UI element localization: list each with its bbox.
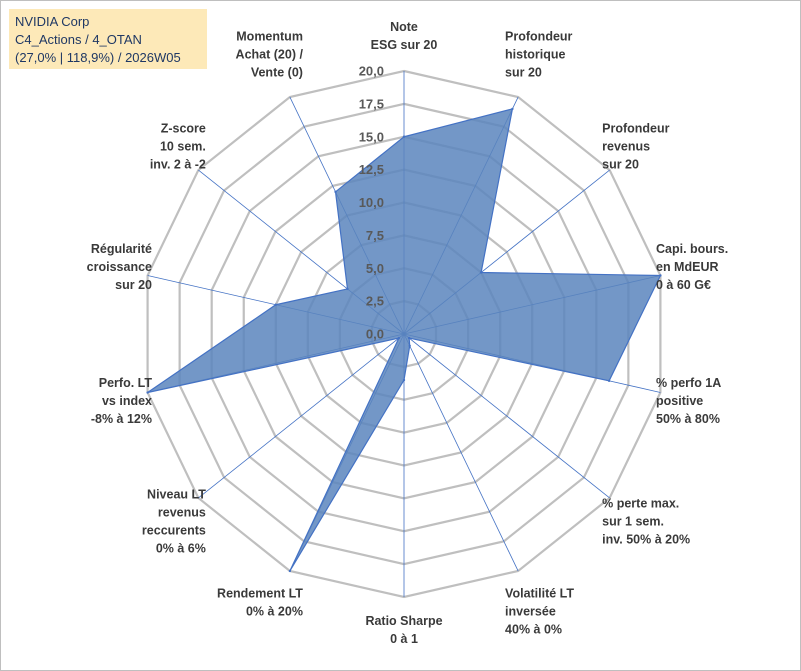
spoke-6 (403, 333, 519, 572)
axis-label-9: Niveau LT revenus reccurents 0% à 6% (142, 488, 206, 556)
data-point-12 (346, 287, 349, 291)
axis-label-8: Rendement LT 0% à 20% (217, 586, 303, 618)
axis-label-11: Régularité croissance sur 20 (87, 242, 152, 292)
data-point-3 (659, 274, 662, 277)
data-point-7 (402, 378, 406, 382)
tick-label-1: 2,5 (366, 294, 384, 309)
axis-label-7: Ratio Sharpe 0 à 1 (365, 614, 442, 646)
axis-label-5: % perte max. sur 1 sem. inv. 50% à 20% (602, 497, 690, 547)
data-point-8 (288, 569, 292, 573)
data-point-6 (408, 344, 411, 348)
tick-label-7: 17,5 (359, 96, 384, 111)
chart-title-box: NVIDIA Corp C4_Actions / 4_OTAN (27,0% |… (9, 9, 207, 69)
axis-label-12: Z-score 10 sem. inv. 2 à -2 (150, 121, 206, 171)
tick-label-8: 20,0 (359, 64, 384, 79)
axis-label-3: Capi. bours. en MdEUR 0 à 60 G€ (656, 242, 728, 292)
axis-label-2: Profondeur revenus sur 20 (602, 121, 669, 171)
axis-label-6: Volatilité LT inversée 40% à 0% (505, 586, 574, 636)
data-point-0 (402, 135, 406, 138)
data-point-9 (397, 336, 401, 340)
tick-label-2: 5,0 (366, 261, 384, 276)
data-point-4 (607, 379, 611, 383)
axis-label-13: Momentum Achat (20) / Vente (0) (236, 30, 304, 80)
spoke-5 (403, 333, 610, 499)
data-point-2 (479, 271, 483, 274)
data-point-11 (274, 303, 277, 306)
tick-label-3: 7,5 (366, 228, 384, 243)
radial-tick-labels: 0,0 2,5 5,0 7,5 10,0 12,5 15,0 17,5 20,0 (359, 64, 384, 342)
axis-label-0: Note ESG sur 20 (371, 20, 438, 52)
data-point-13 (334, 190, 337, 194)
title-line-2: C4_Actions / 4_OTAN (15, 32, 142, 47)
spoke-9 (198, 333, 405, 499)
series-layer (146, 107, 662, 573)
title-line-3: (27,0% | 118,9%) / 2026W05 (15, 50, 181, 65)
tick-label-4: 10,0 (359, 195, 384, 210)
tick-label-6: 15,0 (359, 129, 384, 144)
data-point-1 (511, 107, 514, 111)
axis-labels: Note ESG sur 20 Profondeur historique sur 20… (87, 20, 729, 646)
axis-label-4: % perfo 1A positive 50% à 80% (656, 376, 721, 426)
title-line-1: NVIDIA Corp (15, 14, 90, 29)
data-point-5 (407, 336, 411, 340)
tick-label-5: 12,5 (359, 162, 384, 177)
axis-label-10: Perfo. LT vs index -8% à 12% (91, 376, 153, 426)
tick-label-0: 0,0 (366, 327, 384, 342)
data-point-10 (146, 391, 149, 394)
axis-label-1: Profondeur historique sur 20 (505, 30, 572, 80)
